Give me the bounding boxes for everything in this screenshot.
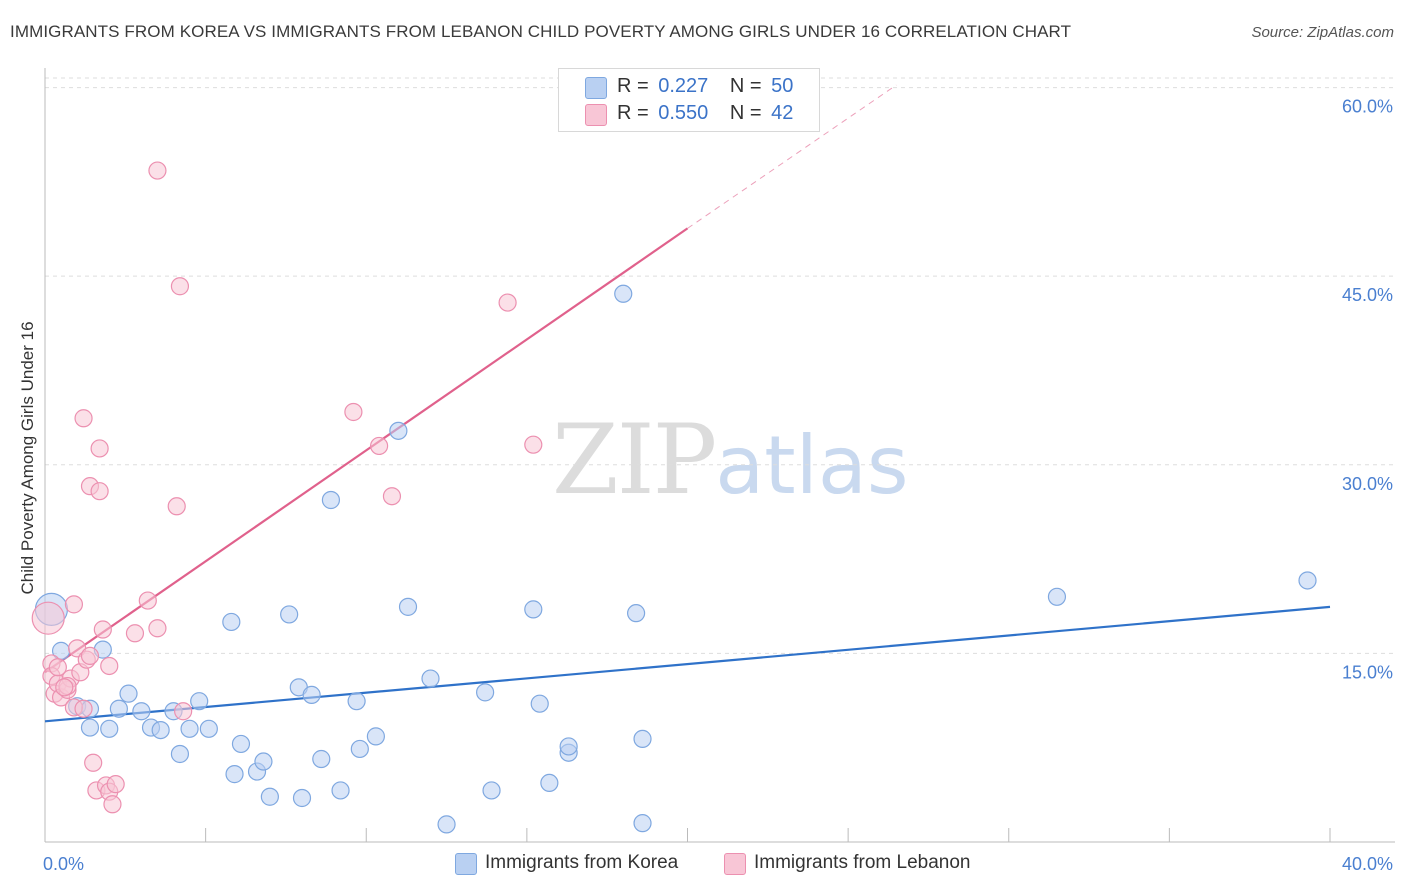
- lebanon-r-value: 0.550: [658, 102, 709, 124]
- korea-point: [633, 814, 652, 833]
- korea-n-value: 50: [771, 75, 794, 97]
- lebanon-point: [148, 161, 167, 180]
- source-label: Source: ZipAtlas.com: [1251, 24, 1394, 41]
- lebanon-point: [93, 620, 112, 639]
- chart-title: IMMIGRANTS FROM KOREA VS IMMIGRANTS FROM…: [10, 22, 1072, 41]
- axes: [44, 68, 1395, 843]
- korea-point: [626, 604, 646, 623]
- korea-point: [350, 739, 369, 759]
- lebanon-point: [74, 409, 93, 428]
- korea-point: [540, 773, 559, 793]
- lebanon-point: [55, 678, 74, 697]
- korea-point: [302, 685, 321, 704]
- korea-point: [260, 787, 279, 806]
- korea-point: [633, 729, 652, 748]
- lebanon-n-label: N =: [729, 102, 762, 124]
- korea-point: [190, 692, 209, 711]
- korea-point: [231, 734, 251, 754]
- korea-point: [482, 781, 501, 800]
- korea-point: [476, 683, 495, 702]
- korea-point: [109, 699, 128, 718]
- korea-point: [321, 490, 341, 510]
- x-tick-label-max: 40.0%: [1342, 854, 1393, 874]
- lebanon-point: [90, 439, 109, 458]
- y-tick-label: 60.0%: [1342, 97, 1393, 117]
- y-tick-label: 30.0%: [1342, 474, 1393, 494]
- korea-point: [254, 752, 273, 771]
- korea-point: [222, 612, 241, 632]
- lebanon-point: [31, 601, 65, 635]
- korea-r-label: R =: [617, 75, 649, 97]
- data-points: [31, 161, 1317, 834]
- korea-n-label: N =: [729, 75, 762, 97]
- lebanon-point: [100, 656, 119, 676]
- korea-point: [366, 727, 385, 746]
- lebanon-point: [167, 497, 186, 516]
- lebanon-point: [84, 753, 103, 772]
- korea-point: [347, 692, 366, 711]
- korea-point: [389, 421, 408, 440]
- korea-point: [1047, 587, 1067, 606]
- lebanon-point: [138, 591, 157, 610]
- lebanon-point: [174, 702, 193, 721]
- korea-point: [151, 720, 170, 740]
- lebanon-point: [370, 436, 389, 456]
- lebanon-trend-extension: [687, 84, 897, 229]
- korea-point: [312, 749, 331, 769]
- watermark-zip: ZIP: [552, 404, 717, 516]
- korea-point: [331, 781, 350, 800]
- korea-point: [280, 605, 299, 624]
- bottom-korea-label: Immigrants from Korea: [485, 852, 679, 873]
- lebanon-r-label: R =: [617, 102, 649, 124]
- lebanon-point: [74, 699, 93, 718]
- lebanon-point: [64, 595, 84, 614]
- lebanon-point: [80, 646, 100, 666]
- stats-legend: R = 0.227 N = 50 R = 0.550 N = 42: [558, 68, 820, 132]
- korea-point: [559, 737, 578, 756]
- lebanon-point: [344, 402, 363, 422]
- korea-point: [1298, 571, 1317, 590]
- gridlines: [45, 77, 1395, 654]
- lebanon-point: [90, 482, 109, 501]
- lebanon-point: [498, 293, 517, 312]
- korea-point: [614, 284, 633, 303]
- korea-swatch: [585, 77, 607, 99]
- korea-point: [421, 669, 440, 688]
- korea-point: [180, 719, 199, 738]
- lebanon-n-value: 42: [771, 102, 794, 124]
- bottom-korea-swatch: [455, 853, 477, 875]
- y-tick-label: 15.0%: [1342, 662, 1393, 682]
- lebanon-point: [48, 658, 67, 677]
- lebanon-point: [382, 487, 402, 506]
- watermark: ZIPatlas: [552, 404, 909, 516]
- lebanon-point: [524, 435, 543, 454]
- korea-r-value: 0.227: [658, 75, 709, 97]
- y-tick-label: 45.0%: [1342, 285, 1393, 305]
- korea-point: [80, 718, 100, 737]
- lebanon-point: [103, 795, 122, 814]
- korea-point: [398, 597, 418, 616]
- watermark-atlas: atlas: [715, 419, 909, 512]
- lebanon-point: [148, 619, 167, 638]
- korea-point: [132, 702, 151, 721]
- bottom-lebanon-label: Immigrants from Lebanon: [754, 852, 971, 873]
- korea-point: [100, 719, 119, 738]
- lebanon-point: [125, 624, 145, 643]
- korea-point: [437, 815, 456, 834]
- korea-point: [292, 788, 312, 808]
- korea-point: [119, 684, 138, 703]
- x-tick-label-min: 0.0%: [43, 854, 84, 874]
- bottom-lebanon-swatch: [724, 853, 746, 875]
- korea-point: [530, 694, 549, 713]
- korea-point: [170, 744, 190, 764]
- tick-labels: 15.0% 30.0% 45.0% 60.0% 0.0% 40.0%: [43, 97, 1393, 874]
- korea-point: [524, 600, 543, 619]
- korea-point: [225, 765, 244, 784]
- korea-trend-line: [44, 605, 1331, 723]
- lebanon-point: [106, 775, 125, 794]
- lebanon-swatch: [585, 104, 607, 126]
- korea-point: [199, 719, 218, 738]
- lebanon-point: [170, 277, 190, 296]
